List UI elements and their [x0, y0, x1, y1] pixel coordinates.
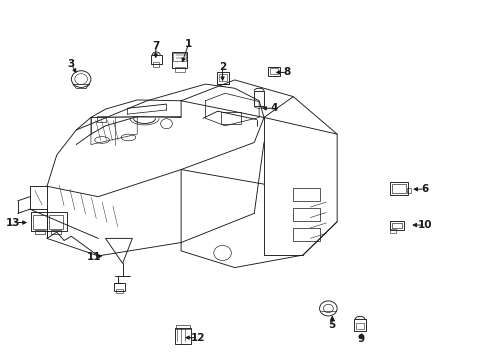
Bar: [35, 230, 44, 234]
Bar: [407, 188, 410, 193]
Bar: [353, 319, 365, 331]
Bar: [269, 68, 277, 74]
Text: 1: 1: [184, 40, 192, 49]
Bar: [176, 325, 189, 329]
Bar: [116, 289, 123, 293]
Text: 5: 5: [328, 320, 335, 330]
Bar: [293, 208, 320, 221]
Text: 13: 13: [6, 217, 20, 228]
Bar: [221, 112, 240, 124]
Bar: [389, 229, 395, 233]
Text: 3: 3: [68, 59, 75, 69]
Text: 9: 9: [357, 334, 365, 344]
Bar: [355, 323, 363, 329]
Text: 12: 12: [190, 333, 205, 343]
Bar: [151, 55, 161, 64]
Bar: [254, 91, 264, 106]
Bar: [51, 230, 61, 234]
Bar: [216, 72, 228, 84]
Bar: [173, 53, 185, 61]
Bar: [391, 223, 401, 228]
Text: 8: 8: [283, 67, 290, 77]
Text: 7: 7: [152, 41, 159, 51]
Bar: [97, 116, 106, 122]
Bar: [267, 67, 279, 76]
Bar: [389, 182, 407, 195]
Bar: [175, 67, 184, 72]
Bar: [391, 184, 405, 193]
Text: 2: 2: [219, 62, 226, 72]
Bar: [153, 62, 159, 67]
Text: 6: 6: [421, 184, 427, 194]
Bar: [389, 221, 404, 230]
Bar: [33, 215, 47, 229]
Bar: [31, 212, 67, 231]
Bar: [218, 74, 226, 81]
Bar: [172, 51, 186, 68]
Bar: [293, 188, 320, 201]
Bar: [49, 215, 63, 229]
Bar: [293, 228, 320, 241]
Bar: [114, 283, 125, 291]
Text: 4: 4: [269, 103, 277, 113]
Bar: [175, 328, 190, 344]
Text: 11: 11: [87, 252, 102, 262]
Text: 10: 10: [417, 220, 431, 230]
